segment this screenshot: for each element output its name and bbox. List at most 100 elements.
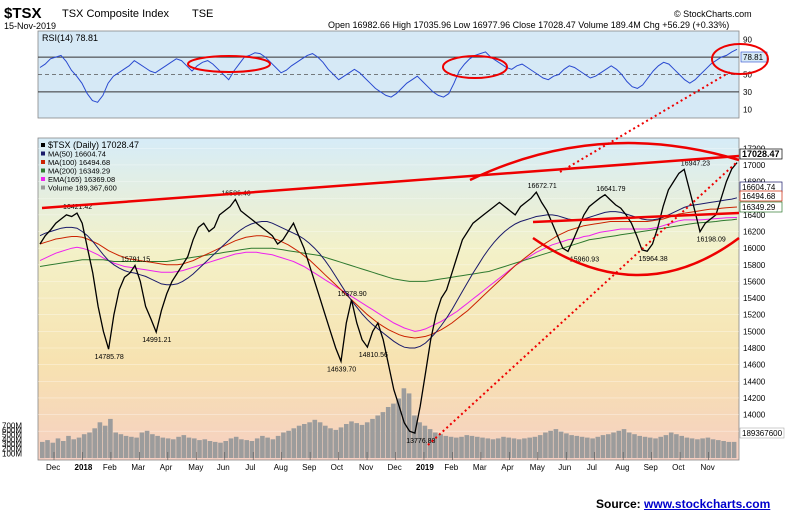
volume-bar [726, 441, 732, 459]
right-badge-label: 16494.68 [742, 192, 776, 201]
volume-bar [585, 437, 590, 458]
volume-bar [317, 422, 323, 458]
volume-bar [233, 436, 239, 459]
price-tick-label: 17000 [743, 161, 766, 170]
volume-bar [55, 438, 61, 458]
chart-quote-line: Open 16982.66 High 17035.96 Low 16977.96… [328, 20, 729, 30]
volume-bar [495, 438, 501, 458]
volume-bar [333, 429, 339, 458]
volume-bar [653, 438, 658, 458]
x-tick-label: Feb [444, 463, 458, 472]
price-annotation-label: 16947.23 [681, 160, 710, 167]
volume-bar [323, 425, 328, 458]
volume-bar [349, 421, 354, 458]
volume-bar [543, 432, 548, 458]
volume-bar [165, 438, 171, 458]
x-tick-label: Apr [501, 463, 514, 472]
x-tick-label: May [188, 463, 203, 472]
volume-bar [443, 435, 449, 458]
volume-bar [286, 430, 291, 458]
volume-bar [516, 439, 522, 458]
price-tick-label: 16200 [743, 228, 766, 237]
volume-bar [270, 439, 276, 458]
legend-swatch [41, 151, 45, 156]
price-tick-label: 15600 [743, 277, 766, 286]
volume-bar [438, 434, 443, 458]
rsi-line [39, 48, 738, 103]
chart-copyright: © StockCharts.com [674, 9, 752, 19]
price-tick-label: 14000 [743, 411, 766, 420]
source-link[interactable]: www.stockcharts.com [644, 497, 771, 511]
volume-bar [574, 435, 580, 458]
volume-bar [385, 407, 391, 458]
legend-label: MA(100) 16494.68 [48, 158, 110, 167]
volume-bar [212, 441, 218, 459]
volume-bar [155, 435, 160, 458]
rsi-panel: 1030507090 RSI(14) 78.81 78.81 [37, 30, 768, 119]
volume-bar [490, 439, 496, 458]
volume-bar [118, 434, 124, 458]
rounding-top-arc [469, 141, 740, 182]
volume-bar [569, 435, 574, 459]
volume-badge-value: 189367600 [742, 429, 783, 438]
volume-bar [637, 435, 642, 458]
volume-tick-label: 600M [2, 426, 22, 435]
volume-bar [328, 428, 333, 459]
volume-bar [359, 424, 365, 459]
volume-bar [192, 438, 197, 458]
x-tick-label: Jul [245, 463, 255, 472]
price-tick-label: 15200 [743, 311, 766, 320]
volume-bar [50, 442, 56, 458]
x-axis: Dec 2018 Feb Mar Apr May Jun Jul Aug Sep Oct Nov Dec… [46, 452, 715, 472]
volume-bar [92, 428, 97, 459]
volume-bar [338, 427, 344, 458]
rounding-bottom-arc [532, 236, 740, 277]
price-tick-label: 14600 [743, 361, 766, 370]
x-tick-label: Jun [558, 463, 571, 472]
rsi-tick-label: 10 [743, 105, 752, 114]
rsi-tick-label: 50 [743, 71, 752, 80]
resistance-trendline [41, 154, 740, 210]
right-badge-box [739, 148, 783, 160]
volume-bar [700, 438, 705, 458]
volume-bar [721, 441, 726, 458]
volume-bar [254, 438, 260, 458]
legend-label: EMA(165) 16369.08 [48, 175, 115, 184]
volume-bar [485, 438, 491, 458]
legend-label: $TSX (Daily) 17028.47 [48, 140, 139, 150]
volume-bar [668, 432, 674, 458]
volume-bar [527, 437, 532, 458]
volume-bar [731, 441, 737, 458]
volume-bar [207, 441, 213, 458]
volume-bar [616, 430, 622, 458]
volume-bar [537, 435, 543, 459]
volume-bar [548, 430, 553, 458]
volume-bar [600, 435, 606, 459]
rsi-tick-label: 90 [743, 36, 752, 45]
rsi-circle-1 [187, 55, 271, 73]
x-tick-label: Nov [359, 463, 373, 472]
volume-bar [511, 438, 517, 458]
x-tick-label: Aug [274, 463, 288, 472]
volume-badge-background [739, 427, 785, 439]
volume-bar [265, 437, 270, 458]
x-tick-label: Aug [615, 463, 629, 472]
x-tick-label: Dec [388, 463, 402, 472]
x-tick-label: Feb [103, 463, 117, 472]
price-annotation-label: 16421.42 [63, 204, 92, 211]
volume-bar [427, 429, 433, 458]
volume-bar [611, 432, 616, 458]
price-line [39, 162, 738, 434]
price-annotation-label: 15964.38 [639, 256, 668, 263]
volume-bar [558, 431, 564, 458]
legend-label: MA(50) 16604.74 [48, 150, 106, 159]
price-annotation-label: 15378.90 [338, 291, 367, 298]
volume-bar [679, 435, 684, 458]
rsi-circle-3 [711, 43, 769, 75]
volume-last-badge: 189367600 [739, 427, 785, 439]
volume-tick-label: 700M [2, 421, 22, 430]
volume-bar [532, 436, 538, 459]
ma200-line [39, 218, 738, 282]
x-tick-label: Jul [587, 463, 597, 472]
